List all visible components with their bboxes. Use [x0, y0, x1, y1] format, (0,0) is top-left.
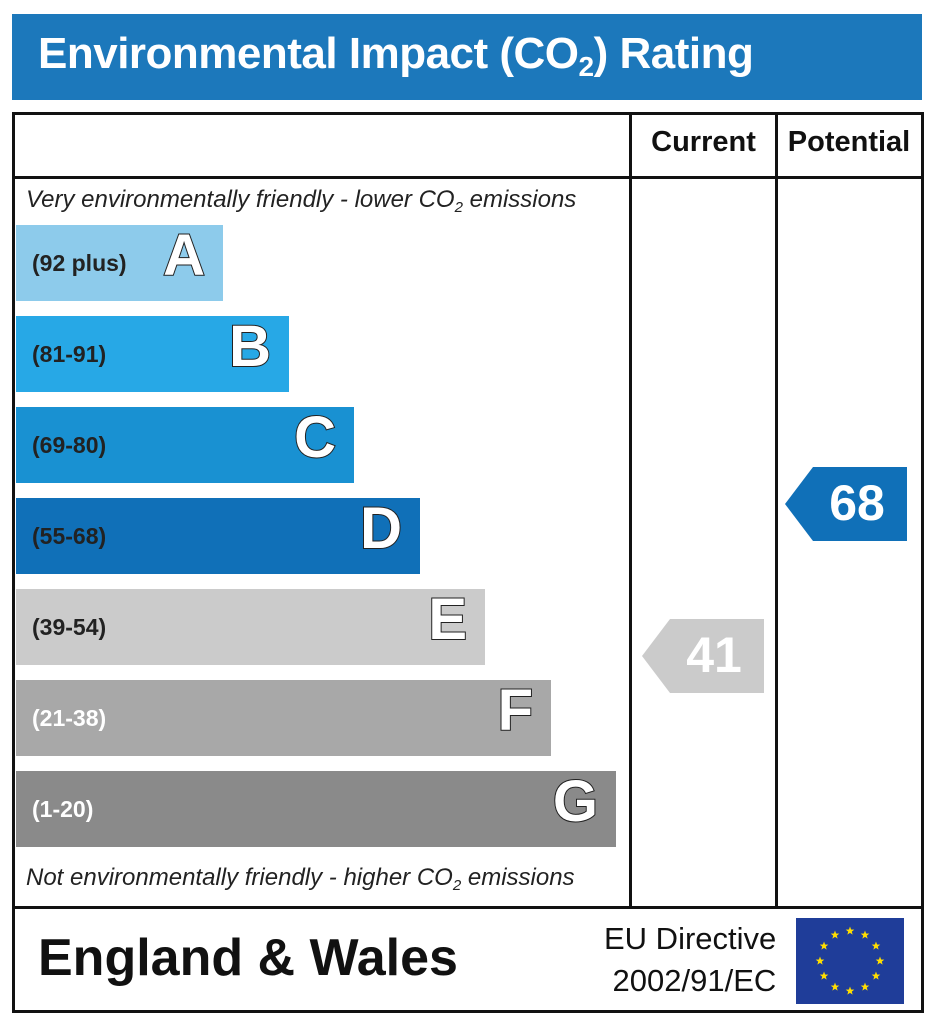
band-e-range: (39-54) — [32, 614, 107, 640]
band-d: (55-68) D — [16, 498, 420, 574]
eu-star — [845, 986, 855, 995]
title-bar: Environmental Impact (CO2) Rating — [12, 14, 922, 100]
band-b-letter: B — [228, 314, 272, 379]
eu-directive-line2: 2002/91/EC — [612, 963, 777, 998]
eu-star — [860, 982, 870, 991]
band-e: (39-54) E — [16, 589, 485, 665]
band-c-range: (69-80) — [32, 432, 107, 458]
band-d-letter: D — [359, 496, 403, 561]
eu-star — [830, 982, 840, 991]
current-arrow-shape — [642, 619, 764, 693]
band-a: (92 plus) A — [16, 225, 223, 301]
eu-star — [871, 941, 881, 950]
header-divider — [12, 176, 921, 179]
eu-star — [871, 971, 881, 980]
eu-star — [815, 956, 825, 965]
potential-arrow-shape — [785, 467, 907, 541]
eu-star — [819, 941, 829, 950]
band-g-letter: G — [552, 769, 599, 834]
region-label: England & Wales — [38, 929, 458, 987]
eu-star — [875, 956, 885, 965]
band-c: (69-80) C — [16, 407, 354, 483]
band-f: (21-38) F — [16, 680, 551, 756]
band-d-range: (55-68) — [32, 523, 107, 549]
band-c-letter: C — [293, 405, 337, 470]
divider-potential-left — [775, 112, 778, 907]
column-potential-header: Potential — [787, 126, 911, 158]
rating-frame — [12, 112, 924, 1013]
band-g: (1-20) G — [16, 771, 616, 847]
footer-divider — [12, 906, 921, 909]
eu-star — [860, 930, 870, 939]
band-b-range: (81-91) — [32, 341, 107, 367]
current-rating-arrow: 41 — [642, 619, 764, 693]
bottom-note: Not environmentally friendly - higher CO… — [26, 864, 575, 894]
eu-star — [819, 971, 829, 980]
band-g-range: (1-20) — [32, 796, 94, 822]
eu-directive: EU Directive 2002/91/EC — [604, 918, 776, 1002]
divider-current-left — [629, 112, 632, 907]
band-b: (81-91) B — [16, 316, 289, 392]
eu-directive-line1: EU Directive — [604, 921, 777, 956]
eu-star — [845, 926, 855, 935]
band-f-letter: F — [497, 678, 534, 743]
top-note: Very environmentally friendly - lower CO… — [26, 186, 577, 216]
band-e-letter: E — [427, 587, 468, 652]
potential-rating-value: 68 — [829, 475, 885, 531]
column-current-header: Current — [651, 126, 756, 158]
band-f-range: (21-38) — [32, 705, 107, 731]
current-rating-value: 41 — [686, 627, 742, 683]
chart-title: Environmental Impact (CO2) Rating — [38, 29, 754, 82]
band-a-letter: A — [162, 223, 206, 288]
eu-star — [830, 930, 840, 939]
eu-flag-icon — [796, 918, 904, 1004]
potential-rating-arrow: 68 — [785, 467, 907, 541]
band-a-range: (92 plus) — [32, 250, 127, 276]
